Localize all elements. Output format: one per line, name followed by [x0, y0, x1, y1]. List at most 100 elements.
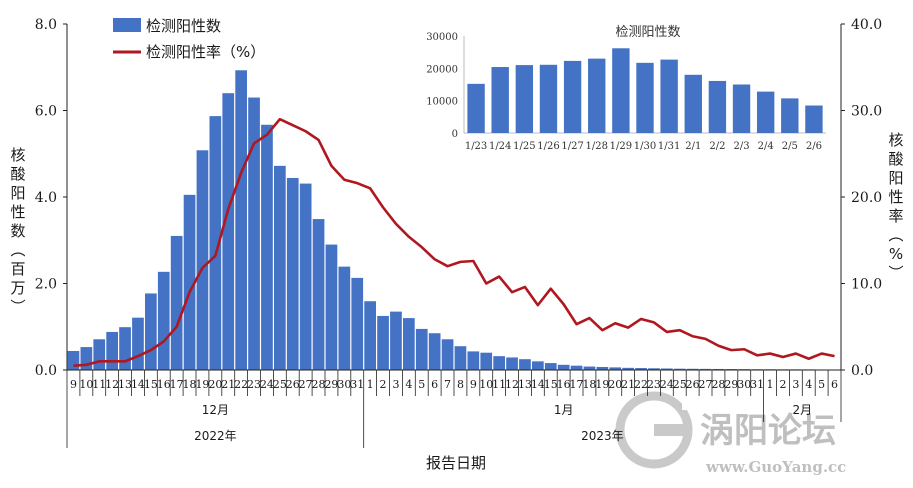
x-tick-label: 21 [621, 378, 635, 391]
bar [132, 317, 144, 370]
bar [467, 351, 480, 370]
y-axis-right-title-char: % [889, 245, 903, 263]
x-tick-label: 15 [544, 378, 558, 391]
x-tick-label: 15 [144, 378, 158, 391]
bar [170, 235, 183, 370]
x-tick-label: 23 [247, 378, 261, 391]
inset-bar [588, 58, 606, 133]
inset-x-tick: 1/31 [658, 141, 680, 152]
y-tick-left: 8.0 [35, 17, 57, 33]
x-tick-label: 12 [505, 378, 519, 391]
y-axis-left-title-char: 阳 [10, 184, 25, 202]
legend-bar-label: 检测阳性数 [146, 17, 221, 35]
inset-bar [732, 84, 751, 133]
x-tick-label: 20 [608, 378, 622, 391]
legend-line-label: 检测阳性率（%） [146, 43, 265, 61]
bar [106, 331, 118, 370]
x-tick-label: 23 [647, 378, 661, 391]
bar [493, 356, 505, 370]
x-tick-label: 9 [470, 378, 477, 391]
x-tick-label: 10 [479, 378, 493, 391]
x-tick-label: 11 [92, 378, 106, 391]
x-tick-label: 4 [405, 378, 412, 391]
bar [248, 97, 260, 370]
x-tick-label: 13 [518, 378, 532, 391]
inset-x-tick: 2/5 [782, 141, 798, 152]
y-tick-left: 0.0 [35, 363, 57, 379]
x-tick-label: 19 [595, 378, 609, 391]
bar [93, 339, 106, 370]
bar [67, 350, 80, 370]
x-tick-label: 4 [805, 378, 812, 391]
legend: 检测阳性数 检测阳性率（%） [113, 17, 265, 61]
inset-bar [660, 59, 678, 133]
inset-x-tick: 1/25 [513, 141, 535, 152]
bar [235, 70, 247, 370]
y-axis-right-title-char: 酸 [888, 150, 903, 168]
bar [299, 183, 312, 370]
watermark-logo-icon [615, 391, 700, 469]
inset-x-tick: 1/28 [585, 141, 607, 152]
month-group-label: 12月 [202, 403, 229, 417]
bar [635, 368, 647, 370]
bar [570, 365, 583, 370]
x-tick-label: 3 [792, 378, 799, 391]
x-tick-label: 1 [367, 378, 374, 391]
inset-x-tick: 2/3 [733, 141, 749, 152]
x-tick-label: 5 [418, 378, 425, 391]
x-tick-label: 8 [457, 378, 464, 391]
inset-bar [756, 91, 775, 133]
x-tick-label: 14 [531, 378, 545, 391]
x-axis-title: 报告日期 [426, 454, 486, 472]
bar [596, 366, 609, 370]
x-tick-label: 28 [312, 378, 326, 391]
inset-x-tick: 2/6 [806, 141, 822, 152]
x-tick-label: 17 [170, 378, 184, 391]
inset-y-tick: 20000 [426, 64, 458, 75]
inset-bar [515, 65, 534, 133]
month-group-label: 1月 [554, 403, 574, 417]
inset-bar [781, 98, 799, 133]
bar [312, 219, 325, 370]
x-tick-label: 25 [673, 378, 687, 391]
inset-x-tick: 2/4 [758, 141, 774, 152]
watermark-title: 涡阳论坛 [700, 411, 836, 451]
x-tick-label: 12 [105, 378, 119, 391]
bar [673, 368, 686, 370]
bar [390, 311, 402, 370]
x-tick-label: 31 [750, 378, 764, 391]
x-tick-label: 22 [634, 378, 648, 391]
bar [286, 177, 299, 370]
bar [222, 93, 235, 370]
bar [609, 367, 622, 370]
x-tick-label: 27 [299, 378, 313, 391]
x-tick-label: 11 [492, 378, 506, 391]
inset-x-tick: 2/1 [685, 141, 701, 152]
inset-x-tick: 2/2 [709, 141, 725, 152]
x-tick-label: 24 [660, 378, 674, 391]
x-tick-label: 30 [337, 378, 351, 391]
y-axis-left-title-char: 核 [10, 146, 25, 164]
year-group-label: 2022年 [194, 429, 237, 443]
x-tick-label: 17 [570, 378, 584, 391]
x-tick-label: 6 [431, 378, 438, 391]
x-tick-label: 19 [195, 378, 209, 391]
x-tick-label: 24 [260, 378, 274, 391]
x-tick-label: 3 [392, 378, 399, 391]
inset-bar [563, 60, 582, 133]
bar [183, 194, 196, 370]
bar-series [67, 70, 841, 371]
x-tick-label: 27 [699, 378, 713, 391]
y-axis-right-title-char: 阳 [888, 169, 903, 187]
x-tick-label: 25 [273, 378, 287, 391]
y-axis-left-title-char: 万 [10, 279, 25, 297]
y-axis-right-title-char: 率 [888, 207, 903, 225]
inset-x-tick: 1/24 [489, 141, 511, 152]
bar [80, 347, 93, 370]
bar [157, 271, 170, 370]
bar [557, 364, 570, 370]
y-axis-right-title-char: ︶ [888, 264, 903, 282]
y-axis-left-title-char: 数 [10, 222, 25, 240]
